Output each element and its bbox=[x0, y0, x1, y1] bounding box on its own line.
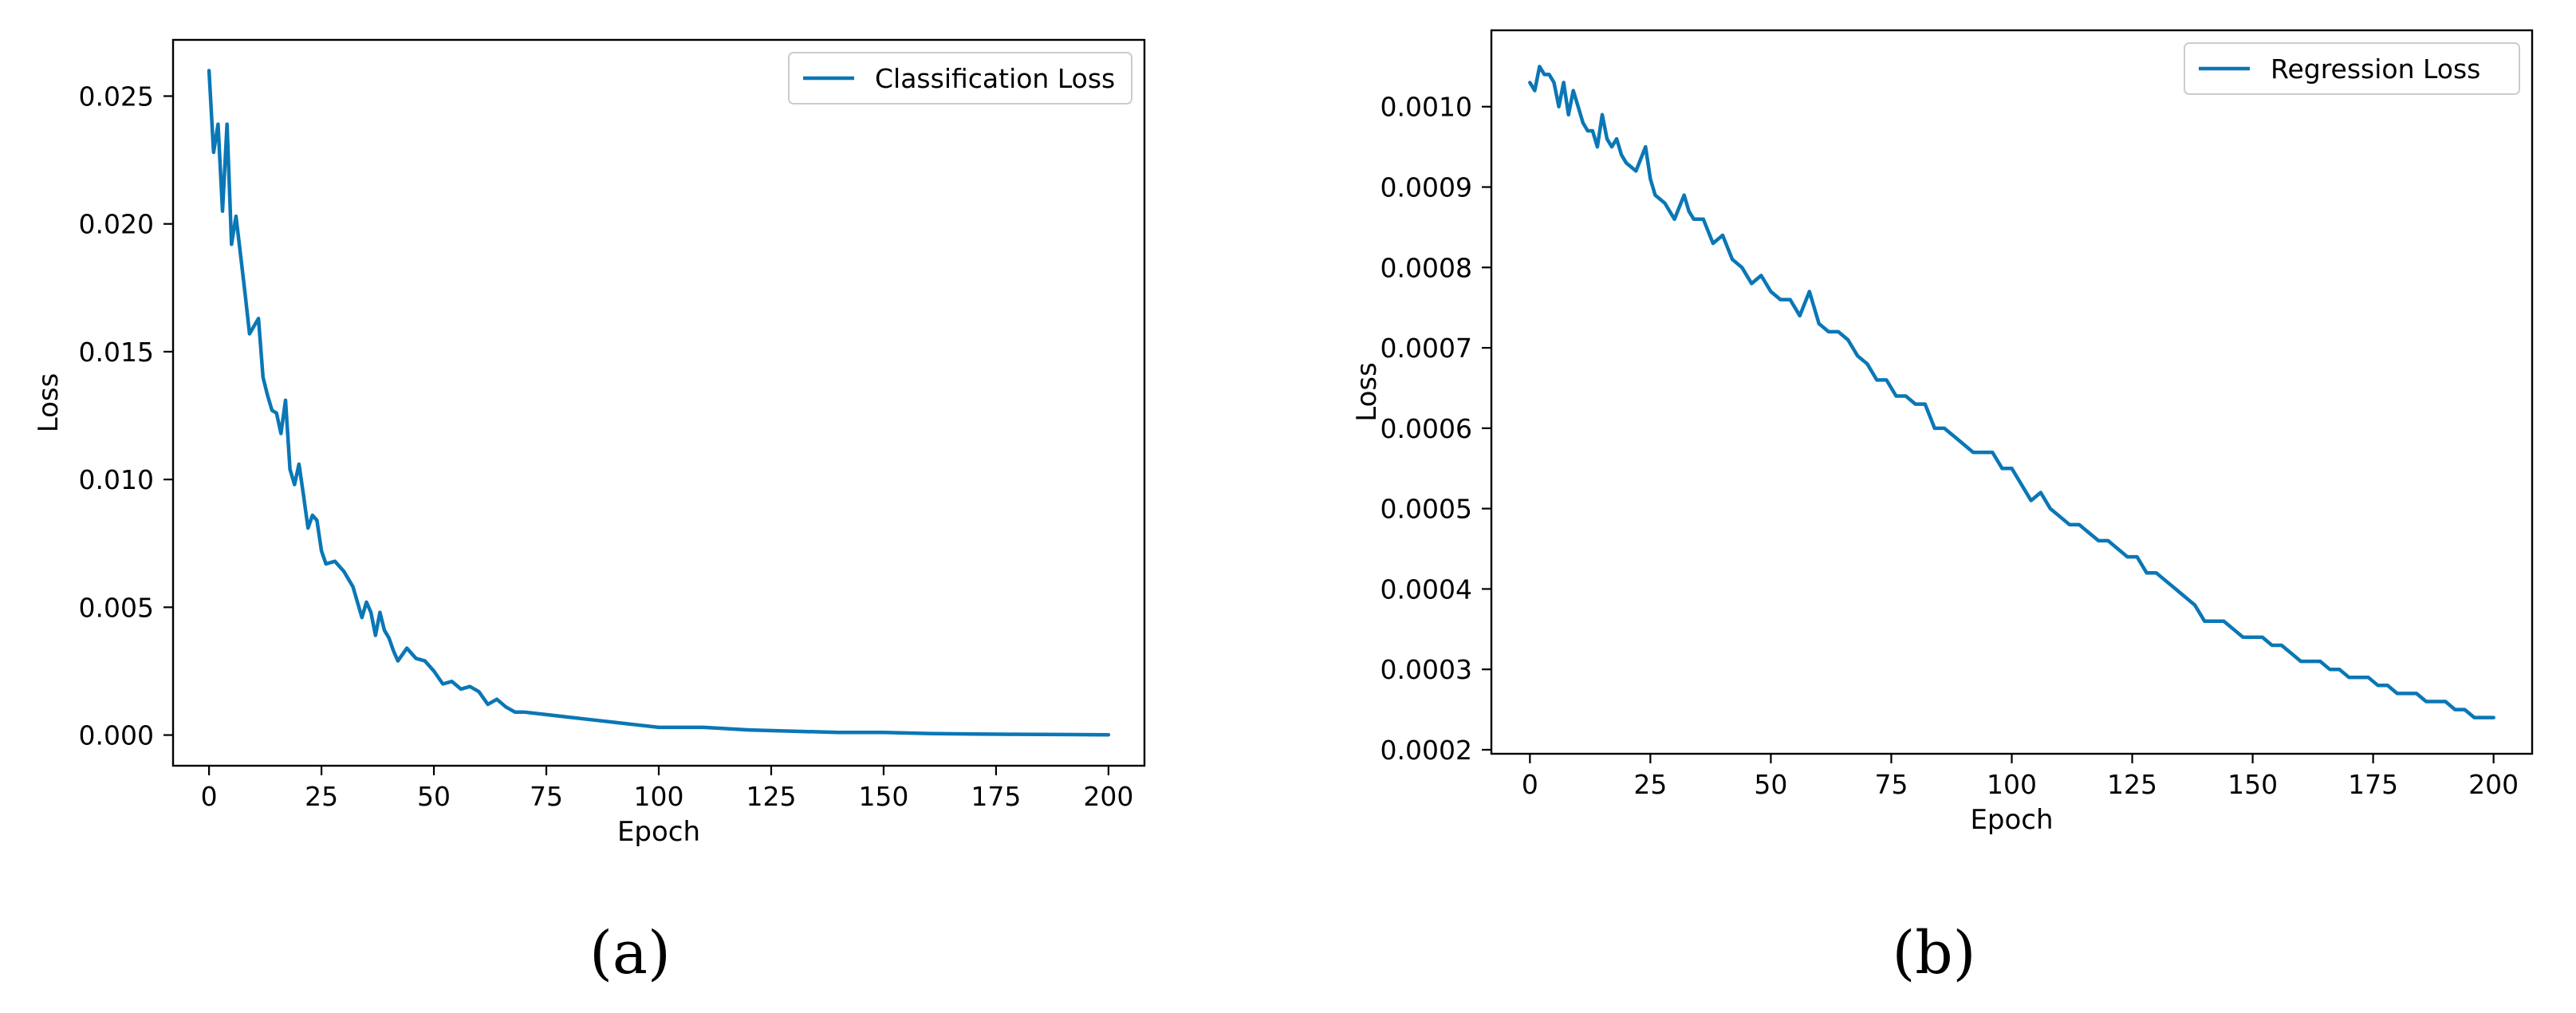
chart-a-legend-box bbox=[788, 52, 1132, 104]
chart-b-axes-frame bbox=[1490, 29, 2534, 755]
chart-b-plot: 0 25 50 75 100 125 150 175 200 0.0002 0.0003 0.0004… bbox=[1351, 29, 2534, 836]
chart-b-legend-box bbox=[2184, 42, 2520, 95]
chart-b-x-tick-label-5: 125 bbox=[2107, 769, 2157, 800]
chart-panel-a: 0 25 50 75 100 125 150 175 200 0.000 0.005 0.010 0.0… bbox=[33, 38, 1146, 987]
chart-b-x-tick-label-6: 150 bbox=[2227, 769, 2278, 800]
chart-b-y-tick-label-2: 0.0004 bbox=[1381, 574, 1472, 605]
chart-a-x-tick-label-0: 0 bbox=[201, 781, 218, 812]
chart-a-y-tick-label-1: 0.005 bbox=[79, 592, 154, 623]
chart-a-x-tick-label-2: 50 bbox=[417, 781, 451, 812]
chart-b-y-tick-label-8: 0.0010 bbox=[1381, 92, 1472, 123]
chart-a-x-tick-label-6: 150 bbox=[858, 781, 908, 812]
chart-b-y-axis-label: Loss bbox=[1351, 362, 1383, 422]
chart-b-y-tick-label-7: 0.0009 bbox=[1381, 172, 1472, 203]
chart-a-x-tick-label-1: 25 bbox=[305, 781, 338, 812]
chart-b-x-tick-label-3: 75 bbox=[1874, 769, 1908, 800]
chart-b-y-tick-label-4: 0.0006 bbox=[1381, 413, 1472, 444]
caption-a: (a) bbox=[589, 919, 671, 987]
chart-b-x-tick-label-8: 200 bbox=[2468, 769, 2519, 800]
chart-a-y-tick-label-5: 0.025 bbox=[79, 81, 154, 112]
chart-a-x-tick-label-3: 75 bbox=[530, 781, 563, 812]
chart-panel-b: 0 25 50 75 100 125 150 175 200 0.0002 0.0003 0.0004… bbox=[1351, 29, 2534, 987]
chart-b-series-line-0 bbox=[1528, 65, 2495, 719]
chart-b-x-tick-label-2: 50 bbox=[1754, 769, 1787, 800]
chart-a-x-tick-label-5: 125 bbox=[746, 781, 796, 812]
chart-b-legend-label: Regression Loss bbox=[2271, 53, 2480, 85]
chart-b-y-tick-label-5: 0.0007 bbox=[1381, 333, 1472, 364]
chart-a-x-axis-label: Epoch bbox=[617, 816, 700, 848]
chart-a-y-axis-label: Loss bbox=[33, 373, 65, 433]
chart-b-y-tick-label-6: 0.0008 bbox=[1381, 252, 1472, 283]
chart-b-y-tick-label-3: 0.0005 bbox=[1381, 494, 1472, 525]
chart-b-x-tick-label-1: 25 bbox=[1633, 769, 1667, 800]
chart-b-x-tick-label-7: 175 bbox=[2348, 769, 2398, 800]
chart-b-y-tick-label-0: 0.0002 bbox=[1381, 735, 1472, 766]
chart-b-x-tick-label-0: 0 bbox=[1522, 769, 1538, 800]
chart-a-series-line-0 bbox=[207, 69, 1111, 737]
chart-a-x-tick-label-8: 200 bbox=[1083, 781, 1133, 812]
chart-a-y-tick-label-4: 0.020 bbox=[79, 209, 154, 240]
caption-b: (b) bbox=[1892, 919, 1975, 987]
chart-a-y-tick-label-2: 0.010 bbox=[79, 464, 154, 495]
chart-a-x-tick-label-7: 175 bbox=[971, 781, 1021, 812]
chart-a-axes-frame bbox=[171, 38, 1146, 767]
chart-b-y-tick-label-1: 0.0003 bbox=[1381, 654, 1472, 685]
chart-a-legend-label: Classification Loss bbox=[875, 63, 1115, 94]
chart-b-x-tick-label-4: 100 bbox=[1987, 769, 2037, 800]
chart-a-plot: 0 25 50 75 100 125 150 175 200 0.000 0.005 0.010 0.0… bbox=[33, 38, 1146, 848]
chart-b-x-axis-label: Epoch bbox=[1970, 804, 2053, 836]
chart-a-y-tick-label-3: 0.015 bbox=[79, 337, 154, 368]
chart-a-x-tick-label-4: 100 bbox=[634, 781, 684, 812]
chart-a-y-tick-label-0: 0.000 bbox=[79, 720, 154, 751]
